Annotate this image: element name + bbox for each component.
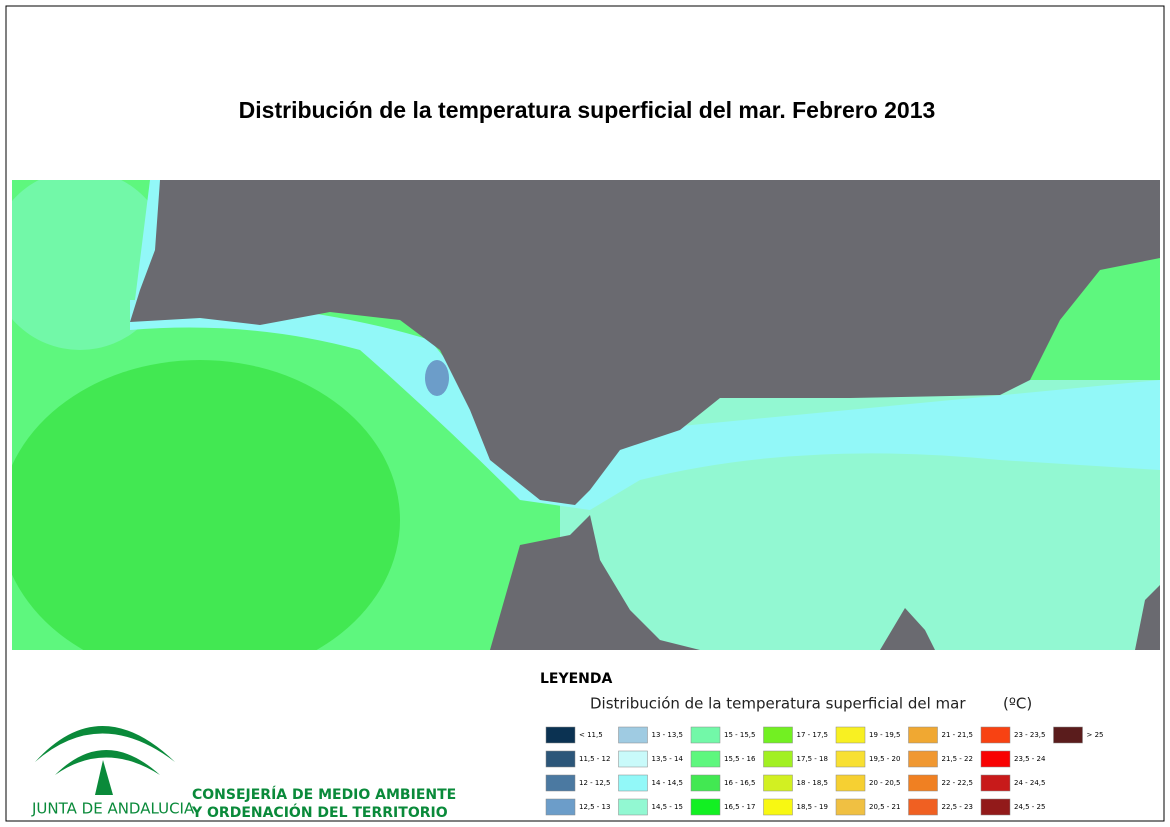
- legend-swatch: [980, 774, 1011, 792]
- logo-figure: [95, 760, 113, 795]
- legend-swatch: [908, 774, 938, 792]
- legend-label: 15,5 - 16: [724, 755, 756, 763]
- legend-label: 13,5 - 14: [652, 755, 684, 763]
- legend-label: 17,5 - 18: [797, 755, 828, 763]
- map-title: Distribución de la temperatura superfici…: [239, 97, 936, 123]
- legend: < 11,5 11,5 - 12 12 - 12,5 12,5 - 13 13 - 13…: [545, 726, 1104, 816]
- land: [130, 180, 1160, 505]
- legend-swatch: [835, 798, 866, 816]
- sea-warm: [12, 360, 400, 650]
- logo-line: Y ORDENACIÓN DEL TERRITORIO: [191, 803, 448, 821]
- sea-cool: [135, 180, 165, 300]
- legend-swatch: [835, 774, 866, 792]
- legend-label: 14 - 14,5: [652, 779, 683, 787]
- legend-swatch: [618, 726, 648, 744]
- legend-swatch: [545, 726, 576, 744]
- legend-label: 14,5 - 15: [652, 803, 683, 811]
- legend-label: 20,5 - 21: [869, 803, 900, 811]
- legend-label: > 25: [1087, 731, 1104, 739]
- legend-heading: LEYENDA: [540, 671, 613, 687]
- legend-label: 12,5 - 13: [579, 803, 610, 811]
- legend-swatch: [690, 798, 721, 816]
- legend-swatch: [980, 726, 1011, 744]
- legend-subtitle: Distribución de la temperatura superfici…: [590, 695, 966, 713]
- legend-label: 17 - 17,5: [797, 731, 828, 739]
- legend-label: 13 - 13,5: [652, 731, 683, 739]
- legend-label: < 11,5: [579, 731, 603, 739]
- logo-arc: [55, 750, 160, 775]
- legend-label: 19 - 19,5: [869, 731, 900, 739]
- legend-label: 16,5 - 17: [724, 803, 755, 811]
- legend-label: 12 - 12,5: [579, 779, 610, 787]
- legend-label: 15 - 15,5: [724, 731, 755, 739]
- land: [880, 608, 935, 650]
- legend-swatch: [835, 726, 866, 744]
- legend-swatch: [545, 750, 576, 768]
- legend-swatch: [980, 750, 1011, 768]
- legend-label: 19,5 - 20: [869, 755, 900, 763]
- land: [1135, 585, 1160, 650]
- legend-label: 20 - 20,5: [869, 779, 900, 787]
- legend-label: 16 - 16,5: [724, 779, 755, 787]
- legend-unit: (ºC): [1003, 695, 1032, 713]
- legend-label: 24,5 - 25: [1014, 803, 1045, 811]
- legend-swatch: [980, 798, 1011, 816]
- legend-label: 23 - 23,5: [1014, 731, 1045, 739]
- legend-swatch: [763, 726, 793, 744]
- legend-label: 22,5 - 23: [942, 803, 973, 811]
- legend-swatch: [763, 774, 793, 792]
- legend-swatch: [1053, 726, 1083, 744]
- land: [490, 515, 700, 650]
- legend-swatch: [545, 798, 576, 816]
- logo-arc: [35, 726, 175, 762]
- legend-label: 18,5 - 19: [797, 803, 828, 811]
- bay: [425, 360, 449, 396]
- map: [12, 180, 1160, 650]
- logo-name: JUNTA DE ANDALUCIA: [31, 800, 195, 818]
- legend-swatch: [545, 774, 576, 792]
- legend-swatch: [690, 726, 721, 744]
- logo-line: CONSEJERÍA DE MEDIO AMBIENTE: [192, 786, 456, 803]
- legend-swatch: [763, 798, 793, 816]
- logo: JUNTA DE ANDALUCIA CONSEJERÍA DE MEDIO A…: [31, 726, 456, 821]
- legend-label: 21,5 - 22: [942, 755, 973, 763]
- legend-label: 11,5 - 12: [579, 755, 610, 763]
- legend-label: 23,5 - 24: [1014, 755, 1046, 763]
- sea-cool: [130, 300, 1160, 510]
- legend-swatch: [908, 798, 938, 816]
- legend-swatch: [908, 726, 938, 744]
- legend-swatch: [690, 774, 721, 792]
- legend-swatch: [908, 750, 938, 768]
- legend-swatch: [835, 750, 866, 768]
- legend-label: 22 - 22,5: [942, 779, 973, 787]
- legend-swatch: [618, 774, 648, 792]
- legend-swatch: [690, 750, 721, 768]
- legend-label: 18 - 18,5: [797, 779, 828, 787]
- legend-swatch: [763, 750, 793, 768]
- legend-swatch: [618, 750, 648, 768]
- legend-label: 24 - 24,5: [1014, 779, 1045, 787]
- legend-label: 21 - 21,5: [942, 731, 973, 739]
- legend-swatch: [618, 798, 648, 816]
